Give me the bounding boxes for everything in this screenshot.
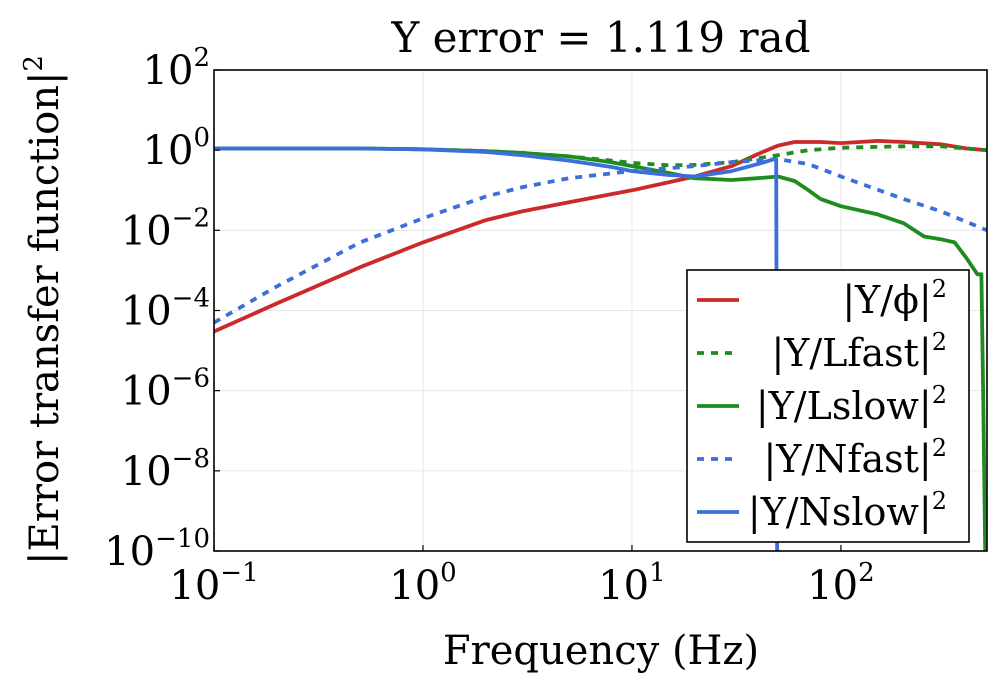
y-tick-label: 100 bbox=[143, 123, 210, 174]
legend-label: |Y/Nfast|2 bbox=[763, 434, 947, 481]
y-tick-label-exponent: −6 bbox=[172, 364, 210, 394]
legend-label: |Y/Nslow|2 bbox=[748, 487, 947, 534]
x-tick-label-exponent: 1 bbox=[649, 558, 666, 588]
series-layer bbox=[214, 138, 987, 551]
y-tick-label-base: 10 bbox=[121, 208, 172, 254]
y-axis-label: |Error transfer function|2 bbox=[19, 55, 68, 565]
legend-label: |Y/ϕ|2 bbox=[842, 275, 947, 322]
legend-label: |Y/Lfast|2 bbox=[771, 328, 947, 375]
chart-title: Y error = 1.119 rad bbox=[391, 13, 811, 62]
x-tick-label-base: 10 bbox=[598, 563, 649, 609]
legend-label-text: |Y/Nfast| bbox=[763, 437, 931, 481]
y-tick-label-exponent: 0 bbox=[193, 123, 210, 153]
y-axis-label-exponent: 2 bbox=[19, 55, 49, 72]
series-line-3 bbox=[214, 146, 987, 551]
y-tick-label: 10−10 bbox=[104, 524, 210, 575]
legend-label: |Y/Lslow|2 bbox=[756, 381, 947, 428]
y-tick-label: 102 bbox=[143, 43, 210, 94]
y-tick-label-base: 10 bbox=[121, 369, 172, 415]
legend-label-exponent: 2 bbox=[932, 381, 947, 409]
x-tick-label: 10−1 bbox=[169, 558, 258, 609]
legend-label-text: |Y/ϕ| bbox=[842, 278, 931, 322]
y-tick-label-base: 10 bbox=[121, 449, 172, 495]
legend-label-exponent: 2 bbox=[932, 328, 947, 356]
legend-label-exponent: 2 bbox=[932, 487, 947, 515]
y-tick-label-exponent: −10 bbox=[155, 524, 210, 554]
series-line-4 bbox=[214, 157, 987, 325]
y-tick-label: 10−2 bbox=[121, 203, 210, 254]
y-tick-label: 10−4 bbox=[121, 284, 210, 335]
y-tick-label-exponent: 2 bbox=[193, 43, 210, 73]
x-tick-label-exponent: −1 bbox=[220, 558, 258, 588]
x-tick-label-exponent: 0 bbox=[440, 558, 457, 588]
x-tick-label-base: 10 bbox=[169, 563, 220, 609]
y-tick-label-base: 10 bbox=[104, 529, 155, 575]
y-tick-label-exponent: −8 bbox=[172, 444, 210, 474]
legend-label-text: |Y/Lslow| bbox=[756, 384, 932, 428]
y-tick-label-base: 10 bbox=[143, 128, 194, 174]
x-tick-label-base: 10 bbox=[807, 563, 858, 609]
x-tick-label: 100 bbox=[389, 558, 456, 609]
y-tick-label: 10−8 bbox=[121, 444, 210, 495]
y-axis-label-text: |Error transfer function| bbox=[22, 72, 68, 565]
series-line-5 bbox=[214, 146, 780, 551]
x-tick-label-base: 10 bbox=[389, 563, 440, 609]
legend-label-exponent: 2 bbox=[932, 434, 947, 462]
x-tick-label-exponent: 2 bbox=[858, 558, 875, 588]
x-axis-label: Frequency (Hz) bbox=[443, 628, 759, 674]
y-tick-label-exponent: −4 bbox=[172, 284, 210, 314]
y-tick-label-base: 10 bbox=[143, 48, 194, 94]
x-tick-label: 102 bbox=[807, 558, 874, 609]
legend: |Y/ϕ|2|Y/Lfast|2|Y/Lslow|2|Y/Nfast|2|Y/N… bbox=[686, 269, 970, 543]
y-tick-label-exponent: −2 bbox=[172, 203, 210, 233]
y-tick-label: 10−6 bbox=[121, 364, 210, 415]
series-line-2 bbox=[214, 144, 987, 168]
legend-label-text: |Y/Nslow| bbox=[748, 490, 932, 534]
legend-label-exponent: 2 bbox=[932, 275, 947, 303]
y-axis-label-group: |Error transfer function|2 bbox=[19, 55, 68, 565]
y-tick-label-base: 10 bbox=[121, 289, 172, 335]
x-tick-label: 101 bbox=[598, 558, 665, 609]
legend-label-text: |Y/Lfast| bbox=[771, 331, 931, 375]
